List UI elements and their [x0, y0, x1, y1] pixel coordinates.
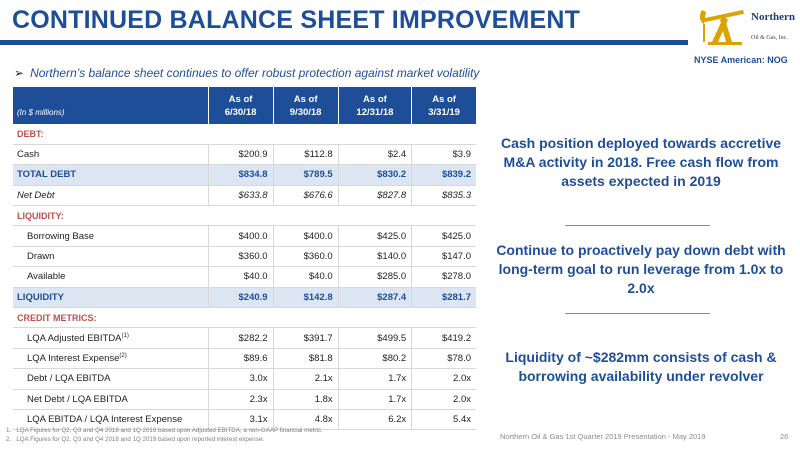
footnote-2: 2. LQA Figures for Q2, Q3 and Q4 2018 an… [6, 436, 264, 443]
callout-divider [565, 313, 710, 314]
ticker-label: NYSE American: NOG [694, 55, 788, 65]
callout-divider [565, 225, 710, 226]
page-number: 26 [780, 432, 789, 441]
table-row-total-debt: TOTAL DEBT $834.8 $789.5 $830.2 $839.2 [13, 164, 476, 186]
units-label: (In $ millions) [13, 87, 209, 124]
table-row-liquidity-total: LIQUIDITY $240.9 $142.8 $287.4 $281.7 [13, 287, 476, 309]
table-row: Borrowing Base $400.0 $400.0 $425.0 $425… [13, 225, 476, 247]
section-row-liquidity: LIQUIDITY: [13, 205, 476, 227]
intro-bullet-text: Northern’s balance sheet continues to of… [30, 66, 480, 80]
slide-title: CONTINUED BALANCE SHEET IMPROVEMENT [12, 6, 581, 34]
pumpjack-icon [700, 9, 744, 45]
footnote-1: 1. LQA Figures for Q2, Q3 and Q4 2018 an… [6, 427, 323, 434]
table-row: Net Debt / LQA EBITDA 2.3x 1.8x 1.7x 2.0… [13, 389, 476, 410]
table-row: Cash $200.9 $112.8 $2.4 $3.9 [13, 144, 476, 166]
callout-cash-position: Cash position deployed towards accretive… [500, 135, 782, 189]
column-header: As of 9/30/18 [273, 87, 339, 124]
table-header-row: (In $ millions) As of 6/30/18 As of 9/30/1… [13, 87, 476, 124]
table-row: LQA Adjusted EBITDA(1) $282.2 $391.7 $49… [13, 327, 476, 349]
footnote-marker: (1) [121, 332, 129, 339]
section-row-credit-metrics: CREDIT METRICS: [13, 307, 476, 329]
arrow-bullet-icon: ➢ [14, 66, 25, 80]
footnotes: 1. LQA Figures for Q2, Q3 and Q4 2018 an… [6, 426, 323, 444]
table-row: LQA Interest Expense(2) $89.6 $81.8 $80.… [13, 348, 476, 370]
table-row: Drawn $360.0 $360.0 $140.0 $147.0 [13, 246, 476, 268]
callout-liquidity: Liquidity of ~$282mm consists of cash & … [505, 349, 777, 384]
title-underline-bar [0, 40, 688, 45]
column-header: As of 12/31/18 [338, 87, 413, 124]
table-row: LQA EBITDA / LQA Interest Expense 3.1x 4… [13, 409, 476, 431]
callout-pay-down-debt: Continue to proactively pay down debt wi… [496, 242, 786, 296]
footnote-marker: (2) [119, 352, 127, 359]
table-row: Debt / LQA EBITDA 3.0x 2.1x 1.7x 2.0x [13, 368, 476, 390]
table-row: Net Debt $633.8 $676.6 $827.8 $835.3 [13, 185, 476, 207]
column-header: As of 6/30/18 [208, 87, 274, 124]
footer-text: Northern Oil & Gas 1st Quarter 2019 Pres… [500, 432, 706, 441]
column-header: As of 3/31/19 [411, 87, 476, 124]
northern-oil-gas-logo [700, 9, 744, 45]
section-row-debt: DEBT: [13, 124, 476, 145]
logo-wordmark: Northern [751, 11, 795, 23]
balance-sheet-table: (In $ millions) As of 6/30/18 As of 9/30/1… [13, 87, 476, 431]
intro-bullet: ➢ Northern’s balance sheet continues to … [14, 66, 479, 80]
logo-subtitle: Oil & Gas, Inc. [751, 35, 788, 41]
table-row: Available $40.0 $40.0 $285.0 $278.0 [13, 266, 476, 288]
